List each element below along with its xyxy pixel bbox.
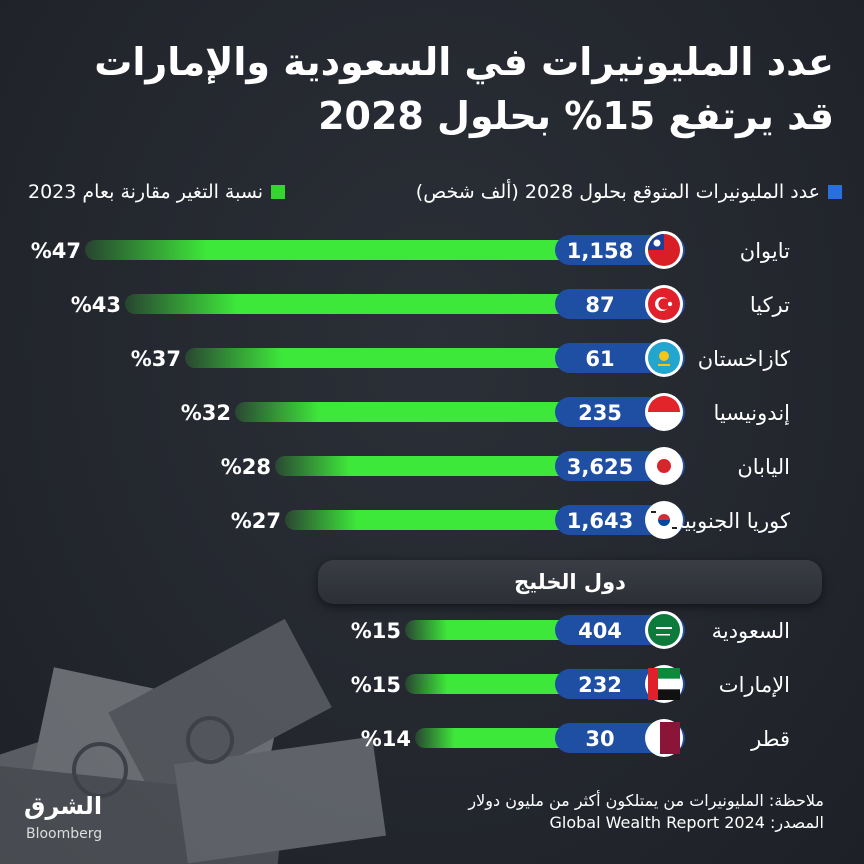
bar-percent-change xyxy=(285,510,575,530)
category-label: كوريا الجنوبية xyxy=(674,509,790,533)
data-label-millionaires: 61 xyxy=(585,347,614,371)
data-label-millionaires: 87 xyxy=(585,293,614,317)
data-label-percent: %15 xyxy=(351,619,401,643)
chart-row: %14 30 قطر xyxy=(361,719,790,757)
legend-swatch-blue xyxy=(828,185,842,199)
legend-label-blue: عدد المليونيرات المتوقع بحلول 2028 (ألف … xyxy=(415,181,820,203)
category-label: تركيا xyxy=(750,293,790,317)
chart-title-line2: قد يرتفع 15% بحلول 2028 xyxy=(318,94,834,138)
footnote-note: ملاحظة: المليونيرات من يمتلكون أكثر من م… xyxy=(468,791,824,810)
bar-percent-change xyxy=(405,674,575,694)
flag-trigram xyxy=(672,527,677,529)
legend-item-blue: عدد المليونيرات المتوقع بحلول 2028 (ألف … xyxy=(416,181,842,203)
flag-taeguk-top xyxy=(658,514,670,520)
flag-star xyxy=(667,301,673,307)
data-label-percent: %37 xyxy=(131,347,181,371)
flag-script xyxy=(656,627,672,629)
turkey-flag xyxy=(648,288,680,320)
flag-eagle xyxy=(658,364,670,366)
bar-percent-change xyxy=(235,402,575,422)
category-label: تايوان xyxy=(740,239,790,263)
chart-row: %15 404 السعودية xyxy=(351,611,790,649)
footnote: ملاحظة: المليونيرات من يمتلكون أكثر من م… xyxy=(468,790,824,834)
data-label-percent: %47 xyxy=(31,239,81,263)
asharq-bloomberg-logo: الشرق Bloomberg xyxy=(14,790,124,860)
chart-row: %27 1,643 كوريا الجنوبية xyxy=(231,501,790,539)
data-label-millionaires: 404 xyxy=(578,619,622,643)
data-label-millionaires: 232 xyxy=(578,673,622,697)
bar-percent-change xyxy=(125,294,575,314)
flag-sun xyxy=(659,351,669,361)
flag-band xyxy=(648,668,658,700)
flag-field xyxy=(660,722,680,754)
category-label: إندونيسيا xyxy=(714,401,791,426)
bar-percent-change xyxy=(85,240,575,260)
category-label: الإمارات xyxy=(719,673,790,697)
data-label-percent: %14 xyxy=(361,727,411,751)
indonesia-flag xyxy=(648,396,680,428)
flag-top xyxy=(648,396,680,412)
legend-label-green: نسبة التغير مقارنة بعام 2023 xyxy=(28,181,264,203)
data-label-millionaires: 3,625 xyxy=(567,455,633,479)
footnote-source: المصدر: Global Wealth Report 2024 xyxy=(549,813,825,832)
bar-percent-change xyxy=(415,728,575,748)
chart-row: %43 87 تركيا xyxy=(71,285,790,323)
category-label: قطر xyxy=(750,727,790,751)
chart-row: %47 1,158 تايوان xyxy=(31,231,790,269)
bar-percent-change xyxy=(275,456,575,476)
chart-title-line1: عدد المليونيرات في السعودية والإمارات xyxy=(94,40,834,84)
flag-disc xyxy=(657,459,671,473)
flag-crescent-inner xyxy=(658,298,670,310)
qatar-flag xyxy=(648,722,680,754)
data-label-millionaires: 30 xyxy=(585,727,614,751)
data-label-millionaires: 1,158 xyxy=(567,239,633,263)
data-label-percent: %28 xyxy=(221,455,271,479)
bar-percent-change xyxy=(405,620,575,640)
category-label: السعودية xyxy=(712,619,790,643)
chart-row: %15 232 الإمارات xyxy=(351,665,790,703)
saudi-flag xyxy=(648,614,680,646)
money-stack-illustration xyxy=(0,618,386,864)
legend-item-green: نسبة التغير مقارنة بعام 2023 xyxy=(28,181,286,203)
data-label-percent: %43 xyxy=(71,293,121,317)
flag-stripe xyxy=(648,689,680,700)
logo-arabic-text: الشرق xyxy=(24,792,103,820)
flag-sun xyxy=(653,239,661,247)
logo-latin-text: Bloomberg xyxy=(26,826,103,842)
flag-trigram xyxy=(651,511,656,513)
legend: عدد المليونيرات المتوقع بحلول 2028 (ألف … xyxy=(20,181,844,207)
data-label-millionaires: 1,643 xyxy=(567,509,633,533)
data-label-millionaires: 235 xyxy=(578,401,622,425)
south-korea-flag xyxy=(648,504,680,536)
flag-sword xyxy=(656,634,670,636)
chart-row: %37 61 كازاخستان xyxy=(131,339,790,377)
bar-percent-change xyxy=(185,348,575,368)
uae-flag xyxy=(648,668,680,700)
data-label-percent: %27 xyxy=(231,509,281,533)
japan-flag xyxy=(648,450,680,482)
taiwan-flag xyxy=(648,234,680,266)
category-label: كازاخستان xyxy=(698,347,790,371)
flag-stripe xyxy=(648,668,680,679)
legend-swatch-green xyxy=(271,185,286,199)
chart-row: %32 235 إندونيسيا xyxy=(181,393,790,431)
flag-taeguk-bottom xyxy=(658,520,670,526)
chart-row: %28 3,625 اليابان xyxy=(221,447,790,485)
kazakhstan-flag xyxy=(648,342,680,374)
data-label-percent: %32 xyxy=(181,401,231,425)
flag-field xyxy=(648,614,680,646)
gulf-group-header: دول الخليج xyxy=(318,560,822,604)
data-label-percent: %15 xyxy=(351,673,401,697)
category-label: اليابان xyxy=(737,455,790,479)
